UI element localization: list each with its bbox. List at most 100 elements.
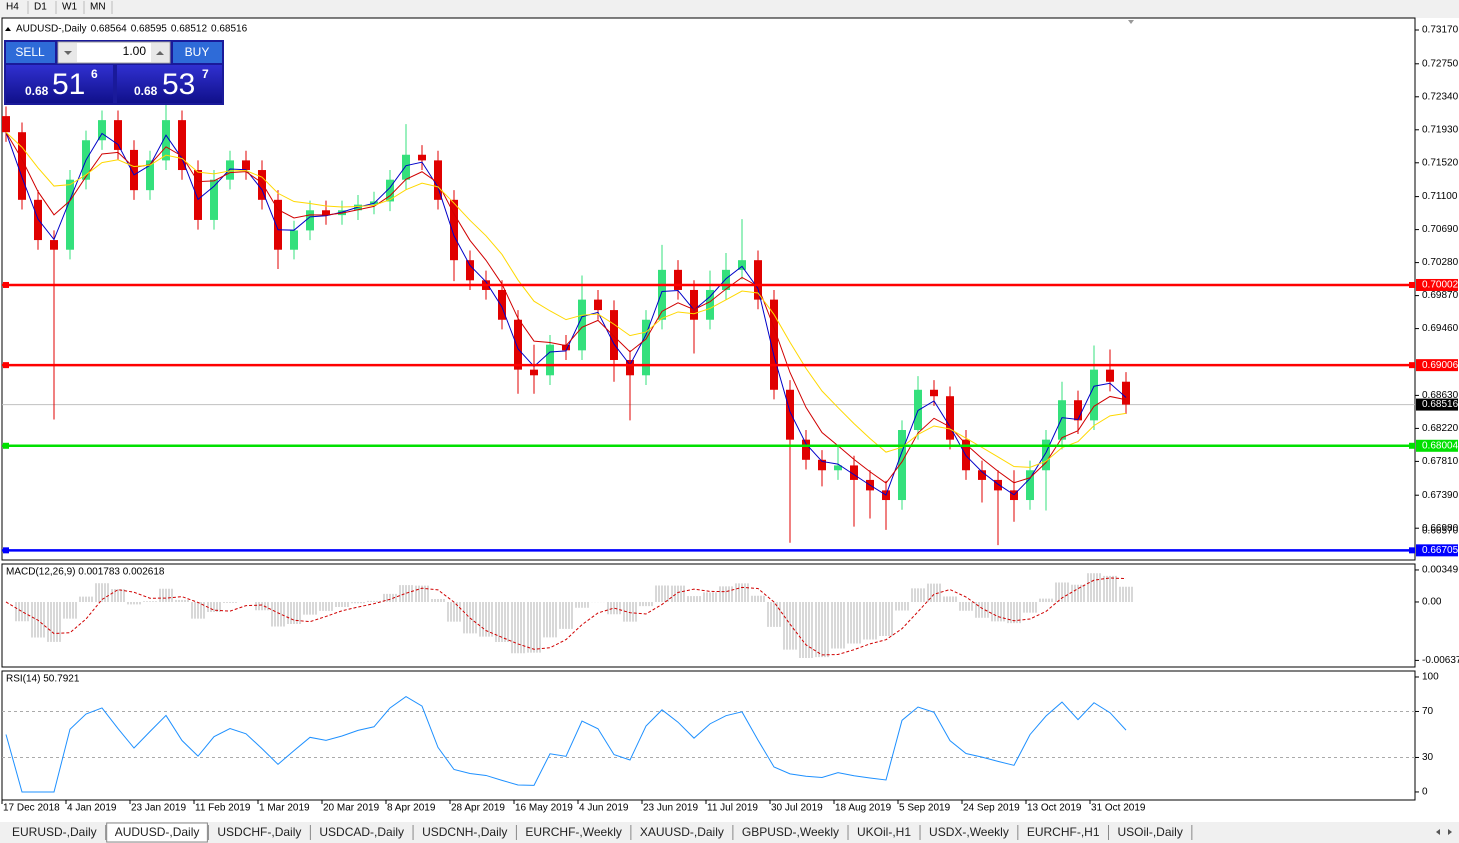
tab[interactable] [106, 822, 208, 843]
sell-label[interactable]: SELL [15, 45, 45, 59]
y-tick-label: 0.70690 [1422, 224, 1459, 235]
tab-label[interactable]: USDX-,Weekly [929, 825, 1009, 839]
level-label: 0.68004 [1422, 440, 1459, 451]
x-tick-label: 31 Oct 2019 [1091, 803, 1146, 814]
buy-button[interactable] [173, 42, 222, 63]
y-tick-label: 0.71930 [1422, 124, 1459, 135]
level-handle [1409, 281, 1415, 288]
candle-body [546, 344, 554, 376]
tab-label[interactable]: EURCHF-,H1 [1027, 825, 1100, 839]
tab-label[interactable]: USDCAD-,Daily [319, 825, 404, 839]
tab-label[interactable]: XAUUSD-,Daily [640, 825, 724, 839]
buy-label[interactable]: BUY [185, 45, 210, 59]
y-tick-label: 0.66980 [1422, 523, 1459, 534]
level-label: 0.70002 [1422, 280, 1459, 291]
candle-body [114, 120, 122, 150]
y-tick-label: 100 [1422, 672, 1439, 683]
tab-label[interactable]: USOil-,Daily [1118, 825, 1183, 839]
level-handle [3, 442, 9, 449]
candle-body [98, 120, 106, 141]
candle-body [690, 289, 698, 320]
header-value: 0.68512 [171, 24, 208, 35]
x-tick-label: 23 Jun 2019 [643, 803, 698, 814]
lots-input[interactable] [57, 41, 171, 64]
tab-label[interactable]: USDCNH-,Daily [422, 825, 507, 839]
candle-body [1042, 439, 1050, 471]
candle-body [834, 465, 842, 471]
toolbar [0, 0, 1459, 18]
candle-body [578, 299, 586, 351]
candle-body [738, 260, 746, 270]
moving-average [5, 132, 1127, 496]
y-tick-label: 0.00349 [1422, 565, 1459, 576]
y-tick-label: 0.00 [1422, 597, 1442, 608]
tab-scroll-right[interactable] [1448, 829, 1452, 835]
candle-body [2, 116, 10, 133]
collapse-arrow [5, 27, 11, 31]
timeframe-button[interactable]: MN [90, 2, 106, 13]
tab-label[interactable]: EURCHF-,Weekly [525, 825, 621, 839]
sell-button[interactable] [6, 42, 55, 63]
level-handle [1409, 362, 1415, 369]
candle-body [706, 289, 714, 320]
y-tick-label: 0.72750 [1422, 58, 1459, 69]
candle-body [898, 430, 906, 501]
moving-average [5, 131, 1127, 468]
x-tick-label: 28 Apr 2019 [451, 803, 505, 814]
tab-scroll-left[interactable] [1436, 829, 1440, 835]
rsi-line [5, 695, 1127, 793]
ask-point: 7 [202, 67, 209, 81]
level-label: 0.66705 [1422, 545, 1459, 556]
bid-big: 0.68 [25, 84, 49, 98]
candle-body [402, 154, 410, 180]
timeframe-button[interactable]: W1 [62, 2, 77, 13]
candle-body [178, 120, 186, 171]
tab-label[interactable]: GBPUSD-,Weekly [742, 825, 839, 839]
x-tick-label: 8 Apr 2019 [387, 803, 436, 814]
level-label-box [1416, 359, 1458, 372]
indicator-label: RSI(14) 50.7921 [6, 674, 80, 685]
tab-label[interactable]: UKOil-,H1 [857, 825, 911, 839]
y-tick-label: 0.66570 [1422, 526, 1459, 537]
bid-pips: 51 [52, 68, 85, 101]
candle-body [658, 269, 666, 320]
candle-body [754, 260, 762, 300]
candle-body [530, 369, 538, 376]
rsi-pane [1, 670, 1416, 801]
candle-body [194, 170, 202, 220]
rsi-plot [2, 695, 1415, 793]
candle-body [130, 149, 138, 191]
candle-body [1026, 470, 1034, 501]
candle-body [434, 160, 442, 200]
tab-label[interactable]: USDCHF-,Daily [217, 825, 301, 839]
ask-box[interactable] [117, 65, 222, 103]
ask-pips: 53 [162, 68, 195, 101]
x-tick-label: 5 Sep 2019 [899, 803, 951, 814]
symbol-label: AUDUSD-,Daily [16, 24, 87, 35]
candle-body [418, 154, 426, 161]
tab-label[interactable]: AUDUSD-,Daily [115, 825, 200, 839]
tab-bar [0, 822, 1459, 843]
candle-body [514, 319, 522, 370]
timeframe-button[interactable]: H4 [6, 2, 19, 13]
candle-body [978, 470, 986, 480]
macd-signal [5, 577, 1127, 656]
macd-pane [1, 563, 1416, 668]
y-tick-label: 0 [1422, 787, 1428, 798]
y-tick-label: -0.00637 [1422, 655, 1459, 666]
bid-point: 6 [91, 67, 98, 81]
x-tick-label: 4 Jun 2019 [579, 803, 629, 814]
lots-value[interactable]: 1.00 [123, 44, 147, 58]
y-tick-label: 0.73170 [1422, 25, 1459, 36]
tab-label[interactable]: EURUSD-,Daily [12, 825, 97, 839]
candle-body [290, 230, 298, 250]
candle-body [258, 170, 266, 200]
bid-box[interactable] [6, 65, 113, 103]
level-label-box [1416, 544, 1458, 557]
y-tick-label: 0.71100 [1422, 191, 1458, 202]
candle-body [1122, 381, 1130, 405]
x-tick-label: 23 Jan 2019 [131, 803, 186, 814]
timeframe-button[interactable]: D1 [34, 2, 47, 13]
candle-body [802, 439, 810, 460]
